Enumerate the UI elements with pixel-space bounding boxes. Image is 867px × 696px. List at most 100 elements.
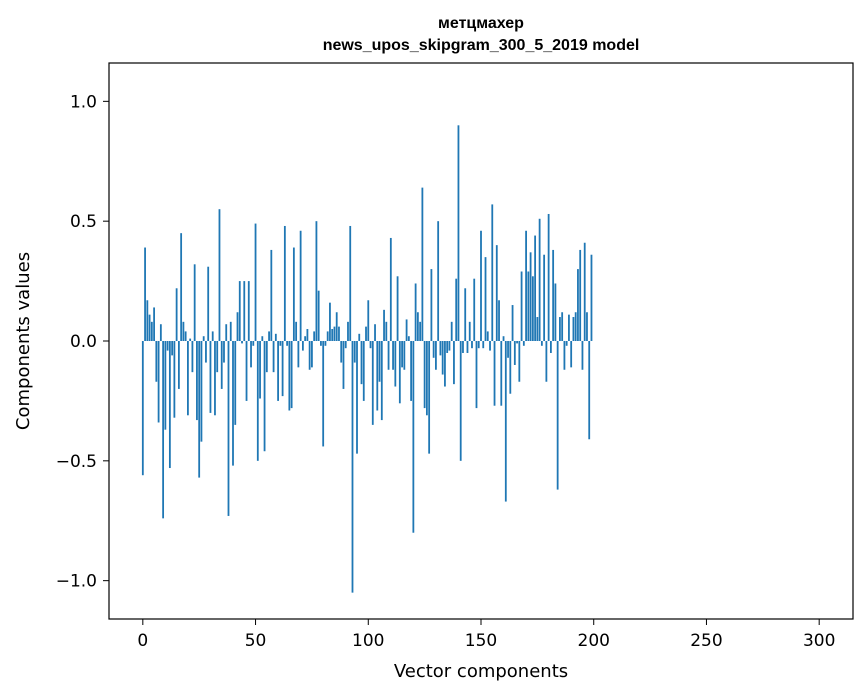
bar <box>200 341 203 442</box>
bar <box>462 341 464 353</box>
bar <box>216 341 219 373</box>
bar <box>430 269 433 341</box>
bar <box>513 341 516 365</box>
bar <box>549 341 552 353</box>
bar <box>308 341 311 370</box>
bar <box>522 341 525 346</box>
bar <box>416 312 419 341</box>
bar <box>182 321 185 341</box>
bar <box>453 341 455 385</box>
bar <box>531 276 534 341</box>
bar <box>401 341 403 368</box>
bar <box>153 307 155 341</box>
bar <box>371 341 374 425</box>
bars-group <box>141 125 593 593</box>
bar <box>383 309 385 341</box>
bar <box>455 278 458 341</box>
bar <box>425 341 428 416</box>
bar <box>378 341 381 382</box>
y-tick-label: 0.0 <box>70 332 97 352</box>
bar <box>360 341 363 385</box>
bar <box>405 319 408 341</box>
bar <box>428 341 431 454</box>
bar <box>144 247 146 341</box>
bar <box>349 225 352 341</box>
bar <box>338 326 340 341</box>
bar <box>432 341 435 358</box>
bar <box>184 331 187 341</box>
bar <box>380 341 383 421</box>
bar <box>446 341 449 353</box>
x-tick-label: 200 <box>578 631 610 651</box>
bar <box>166 341 169 351</box>
bar <box>520 271 523 341</box>
bar <box>342 341 345 389</box>
bar <box>344 341 347 349</box>
bar <box>545 341 548 382</box>
bar <box>225 324 228 341</box>
bar <box>565 341 568 346</box>
bar <box>495 245 498 341</box>
bar <box>331 329 334 341</box>
bar <box>362 341 365 401</box>
bar <box>583 242 586 341</box>
bar <box>292 247 295 341</box>
bar <box>552 249 555 341</box>
bar <box>489 341 491 351</box>
bar <box>279 341 282 346</box>
bar <box>270 249 273 341</box>
bar <box>148 314 151 341</box>
x-tick-label: 0 <box>137 631 148 651</box>
y-tick-label: −0.5 <box>56 452 97 472</box>
bar <box>272 341 275 373</box>
y-axis-label: Components values <box>13 252 34 430</box>
bar <box>466 341 469 353</box>
bar <box>268 331 270 341</box>
bar <box>207 266 210 341</box>
bar <box>211 331 214 341</box>
bar <box>297 341 300 368</box>
bar <box>288 341 291 411</box>
bar <box>340 341 343 363</box>
bar <box>543 254 546 341</box>
bar <box>480 230 482 341</box>
bar <box>259 341 261 399</box>
bar <box>459 341 462 461</box>
bar <box>387 341 390 370</box>
x-axis-ticks: 0 50 100 150 200 250 300 <box>137 619 835 651</box>
bar <box>202 336 205 341</box>
bar <box>306 329 309 341</box>
bar <box>468 321 471 341</box>
bar <box>168 341 171 469</box>
bar <box>590 254 593 341</box>
bar <box>299 230 302 341</box>
bar <box>574 312 577 341</box>
bar <box>448 341 451 351</box>
bar <box>516 341 518 344</box>
bar <box>563 341 566 370</box>
bar <box>410 341 413 401</box>
bar <box>441 341 444 375</box>
bar <box>236 312 239 341</box>
bar <box>477 341 480 349</box>
bar <box>295 321 298 341</box>
bar <box>209 341 212 413</box>
bar <box>414 283 417 341</box>
bar <box>353 341 356 363</box>
bar <box>394 341 397 387</box>
bar <box>234 341 237 425</box>
bar <box>320 341 322 346</box>
bar <box>198 341 201 478</box>
bar <box>482 341 485 349</box>
bar <box>509 341 512 394</box>
bar <box>579 249 582 341</box>
bar <box>547 213 550 341</box>
bar <box>193 264 196 341</box>
y-axis-ticks: −1.0 −0.5 0.0 0.5 1.0 <box>56 92 109 592</box>
bar <box>540 341 543 346</box>
bar <box>534 235 537 341</box>
bar <box>141 341 144 476</box>
bar <box>324 341 327 346</box>
bar <box>464 288 467 341</box>
